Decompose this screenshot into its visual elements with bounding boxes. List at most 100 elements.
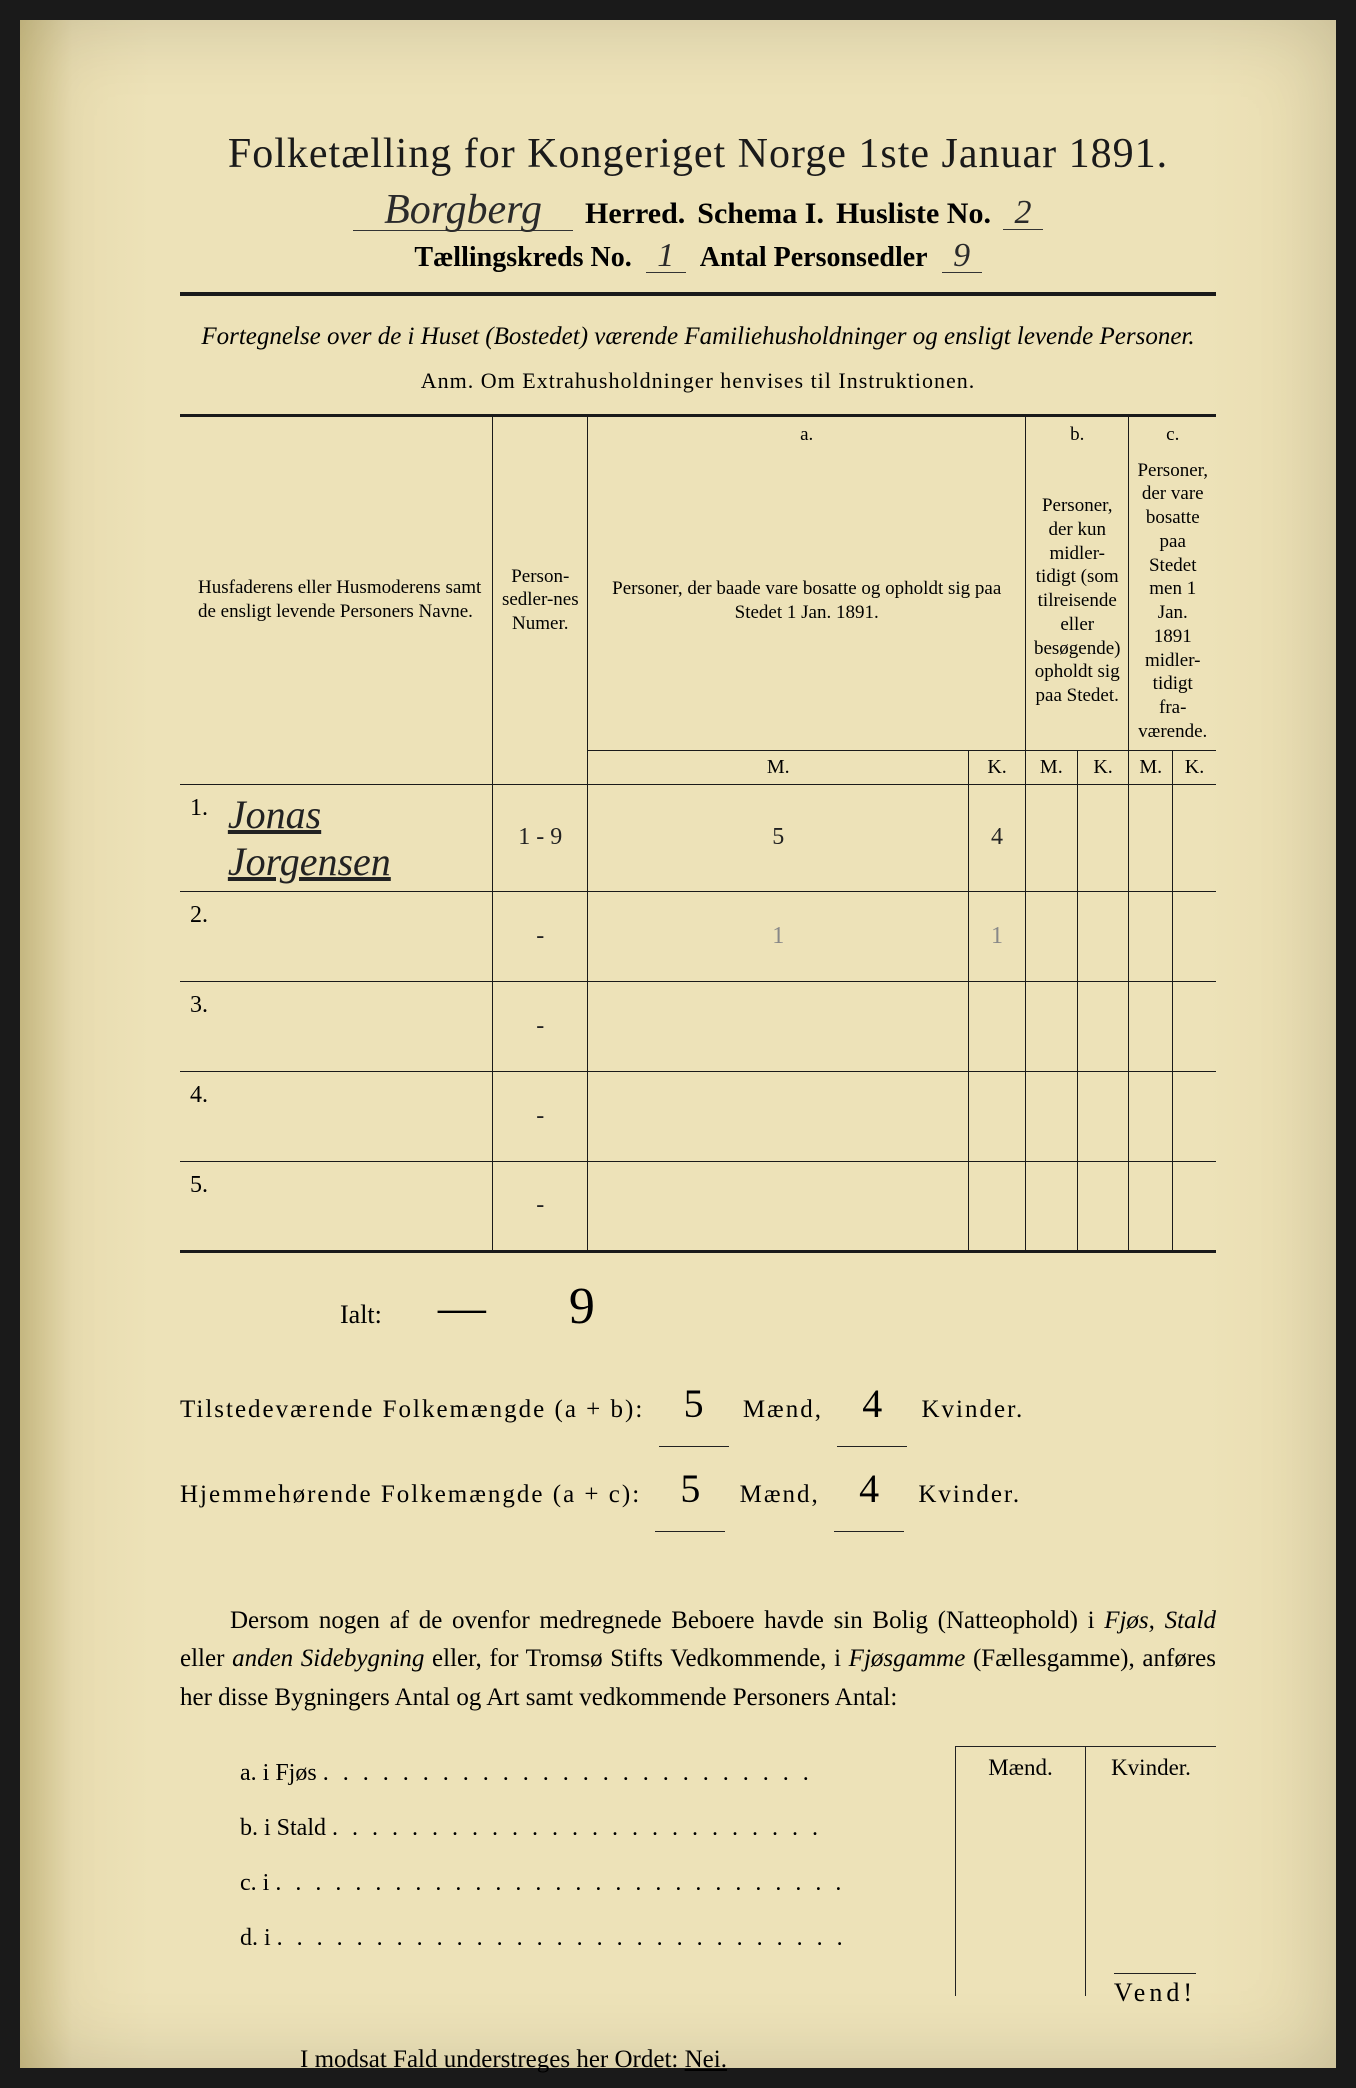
row-b-m bbox=[1025, 1161, 1077, 1251]
row-a-k: 4 bbox=[969, 784, 1026, 891]
tot1-k: 4 bbox=[837, 1362, 907, 1447]
row-num: 4. bbox=[180, 1071, 220, 1161]
th-a-m: M. bbox=[588, 750, 969, 784]
bygn-b: b. i Stald . . . . . . . . . . . . . . .… bbox=[240, 1801, 935, 1856]
bygninger-list: a. i Fjøs . . . . . . . . . . . . . . . … bbox=[180, 1746, 935, 1996]
th-b-k: K. bbox=[1077, 750, 1129, 784]
header-row-1: Borgberg Herred. Schema I. Husliste No. … bbox=[180, 192, 1216, 231]
row-name: Jonas Jorgensen bbox=[220, 784, 493, 891]
husliste-label: Husliste No. bbox=[836, 197, 991, 231]
bygninger-block: a. i Fjøs . . . . . . . . . . . . . . . … bbox=[180, 1746, 1216, 1996]
kreds-label: Tællingskreds No. bbox=[414, 242, 631, 274]
table-row: 2.-11 bbox=[180, 891, 1216, 981]
th-a: Personer, der baade vare bosatte og opho… bbox=[588, 453, 1026, 751]
row-c-m bbox=[1129, 981, 1172, 1071]
th-b: Personer, der kun midler-tidigt (som til… bbox=[1025, 453, 1129, 751]
herred-value: Borgberg bbox=[353, 192, 573, 231]
row-c-m bbox=[1129, 784, 1172, 891]
row-personsedler: - bbox=[493, 1071, 588, 1161]
th-c-m: M. bbox=[1129, 750, 1172, 784]
nei-word: Nei. bbox=[685, 2046, 727, 2073]
th-a-top: a. bbox=[588, 415, 1026, 452]
row-b-k bbox=[1077, 1161, 1129, 1251]
totals-line-2: Hjemmehørende Folkemængde (a + c): 5 Mæn… bbox=[180, 1447, 1216, 1532]
row-personsedler: - bbox=[493, 891, 588, 981]
row-a-k bbox=[969, 1071, 1026, 1161]
row-b-m bbox=[1025, 784, 1077, 891]
table-row: 4. - bbox=[180, 1071, 1216, 1161]
bygn-d: d. i . . . . . . . . . . . . . . . . . .… bbox=[240, 1911, 935, 1966]
row-b-m bbox=[1025, 1071, 1077, 1161]
row-a-k bbox=[969, 981, 1026, 1071]
row-a-m: 5 bbox=[588, 784, 969, 891]
kreds-no: 1 bbox=[646, 241, 686, 273]
ialt-row: Ialt: — 9 bbox=[180, 1277, 1216, 1336]
row-a-m bbox=[588, 1071, 969, 1161]
row-b-m bbox=[1025, 981, 1077, 1071]
household-table: Husfaderens eller Husmoderens samt de en… bbox=[180, 414, 1216, 1253]
row-num: 3. bbox=[180, 981, 220, 1071]
table-row: 5. - bbox=[180, 1161, 1216, 1251]
mk-kvinder: Kvinder. bbox=[1086, 1747, 1216, 1996]
row-a-k bbox=[969, 1161, 1026, 1251]
totals-line-1: Tilstedeværende Folkemængde (a + b): 5 M… bbox=[180, 1362, 1216, 1447]
row-personsedler: 1 - 9 bbox=[493, 784, 588, 891]
tot1-m: 5 bbox=[659, 1362, 729, 1447]
herred-label: Herred. bbox=[585, 197, 685, 231]
th-a-k: K. bbox=[969, 750, 1026, 784]
row-c-k bbox=[1172, 1161, 1216, 1251]
row-personsedler: - bbox=[493, 981, 588, 1071]
anm-note: Anm. Om Extrahusholdninger henvises til … bbox=[180, 368, 1216, 394]
row-b-k bbox=[1077, 981, 1129, 1071]
ialt-val: 9 bbox=[542, 1277, 622, 1336]
table-row: 1.Jonas Jorgensen1 - 954 bbox=[180, 784, 1216, 891]
row-a-m bbox=[588, 1161, 969, 1251]
census-form-page: Folketælling for Kongeriget Norge 1ste J… bbox=[20, 20, 1336, 2068]
th-c-top: c. bbox=[1129, 415, 1216, 452]
husliste-no: 2 bbox=[1003, 198, 1043, 230]
row-name bbox=[220, 1161, 493, 1251]
totals-block: Tilstedeværende Folkemængde (a + b): 5 M… bbox=[180, 1362, 1216, 1532]
rule-1 bbox=[180, 292, 1216, 296]
row-name bbox=[220, 1071, 493, 1161]
row-b-m bbox=[1025, 891, 1077, 981]
bygn-c: c. i . . . . . . . . . . . . . . . . . .… bbox=[240, 1856, 935, 1911]
row-num: 5. bbox=[180, 1161, 220, 1251]
row-c-k bbox=[1172, 981, 1216, 1071]
antal-val: 9 bbox=[942, 241, 982, 273]
mk-box: Mænd. Kvinder. bbox=[955, 1746, 1216, 1996]
row-c-m bbox=[1129, 1071, 1172, 1161]
th-b-m: M. bbox=[1025, 750, 1077, 784]
vend-label: Vend! bbox=[1114, 1973, 1196, 2008]
row-a-m bbox=[588, 981, 969, 1071]
row-c-k bbox=[1172, 1071, 1216, 1161]
table-row: 3. - bbox=[180, 981, 1216, 1071]
mk-maend: Mænd. bbox=[956, 1747, 1086, 1996]
bygninger-paragraph: Dersom nogen af de ovenfor medregnede Be… bbox=[180, 1602, 1216, 1718]
th-num: Person-sedler-nes Numer. bbox=[493, 415, 588, 784]
row-personsedler: - bbox=[493, 1161, 588, 1251]
th-name: Husfaderens eller Husmoderens samt de en… bbox=[180, 415, 493, 784]
tot2-m: 5 bbox=[655, 1447, 725, 1532]
header-row-2: Tællingskreds No. 1 Antal Personsedler 9 bbox=[180, 241, 1216, 274]
antal-label: Antal Personsedler bbox=[700, 242, 928, 274]
page-title: Folketælling for Kongeriget Norge 1ste J… bbox=[180, 130, 1216, 178]
tot2-k: 4 bbox=[834, 1447, 904, 1532]
row-c-k bbox=[1172, 891, 1216, 981]
row-num: 2. bbox=[180, 891, 220, 981]
row-a-m: 1 bbox=[588, 891, 969, 981]
th-b-top: b. bbox=[1025, 415, 1129, 452]
row-a-k: 1 bbox=[969, 891, 1026, 981]
row-c-m bbox=[1129, 891, 1172, 981]
footer-line: I modsat Fald understreges her Ordet: Ne… bbox=[180, 2046, 1216, 2074]
th-c-k: K. bbox=[1172, 750, 1216, 784]
th-c: Personer, der vare bosatte paa Stedet me… bbox=[1129, 453, 1216, 751]
row-num: 1. bbox=[180, 784, 220, 891]
bygn-a: a. i Fjøs . . . . . . . . . . . . . . . … bbox=[240, 1746, 935, 1801]
schema-label: Schema I. bbox=[697, 197, 824, 231]
row-b-k bbox=[1077, 1071, 1129, 1161]
row-name bbox=[220, 981, 493, 1071]
subtitle: Fortegnelse over de i Huset (Bostedet) v… bbox=[180, 320, 1216, 354]
ialt-label: Ialt: bbox=[340, 1300, 382, 1330]
ialt-dash: — bbox=[422, 1280, 502, 1335]
